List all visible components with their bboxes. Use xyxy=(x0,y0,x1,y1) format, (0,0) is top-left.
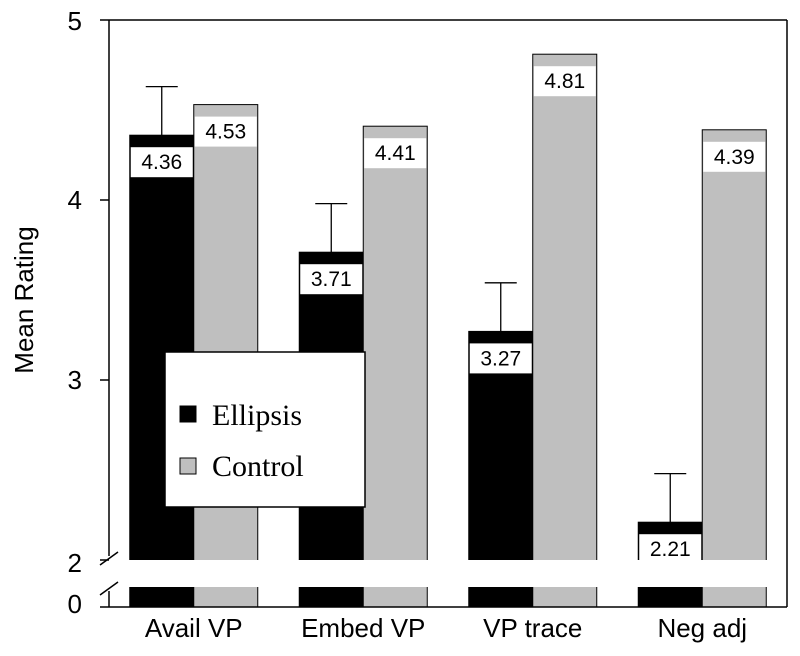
y-tick-label-4: 4 xyxy=(68,185,82,215)
value-label-box-control-0 xyxy=(194,116,257,147)
value-label-box-ellipsis-1 xyxy=(300,264,363,295)
y-tick-label-3: 3 xyxy=(68,365,82,395)
bar-control-1 xyxy=(362,125,428,608)
category-label-3: Neg adj xyxy=(657,613,747,643)
value-label-box-ellipsis-3 xyxy=(639,534,702,565)
legend-swatch-control xyxy=(179,457,197,475)
legend-label-ellipsis: Ellipsis xyxy=(212,399,302,432)
value-label-box-control-2 xyxy=(533,66,596,97)
error-bars-layer xyxy=(145,85,687,523)
bars-layer xyxy=(101,53,787,608)
legend-swatch-ellipsis xyxy=(179,405,197,423)
value-label-ellipsis-1: 3.71 xyxy=(311,268,352,291)
value-label-control-0: 4.53 xyxy=(205,121,246,144)
category-labels-layer: Avail VP Embed VP VP trace Neg adj xyxy=(145,613,747,643)
value-label-ellipsis-3: 2.21 xyxy=(650,538,691,561)
axes-layer xyxy=(99,19,788,608)
y-axis-label: Mean Rating xyxy=(9,226,39,373)
legend-label-control: Control xyxy=(212,450,304,483)
value-label-box-ellipsis-2 xyxy=(469,343,532,374)
axis-break-band xyxy=(101,560,787,587)
value-label-box-control-1 xyxy=(364,138,427,169)
value-label-box-ellipsis-0 xyxy=(130,147,193,178)
category-label-0: Avail VP xyxy=(145,613,243,643)
bar-control-2 xyxy=(532,53,598,608)
y-tick-label-2: 2 xyxy=(68,548,82,578)
value-label-ellipsis-0: 4.36 xyxy=(141,151,182,174)
value-label-control-3: 4.39 xyxy=(714,146,755,169)
value-labels-layer: 4.36 4.53 3.71 4.41 3.27 4.81 2.21 4.39 xyxy=(130,66,766,565)
value-label-box-control-3 xyxy=(703,141,766,172)
value-label-control-2: 4.81 xyxy=(544,70,585,93)
category-label-2: VP trace xyxy=(483,613,582,643)
legend: Ellipsis Control xyxy=(164,351,366,508)
value-label-control-1: 4.41 xyxy=(375,142,416,165)
axis-break-mark-upper xyxy=(99,551,119,566)
bar-control-3 xyxy=(701,129,767,608)
value-label-ellipsis-2: 3.27 xyxy=(480,347,521,370)
y-ticks-layer: 0 2 3 4 5 xyxy=(68,6,109,619)
y-tick-label-0: 0 xyxy=(68,589,82,619)
y-tick-label-5: 5 xyxy=(68,6,82,36)
legend-box xyxy=(164,351,366,508)
axis-break-mark-lower xyxy=(99,581,119,596)
category-label-1: Embed VP xyxy=(301,613,425,643)
